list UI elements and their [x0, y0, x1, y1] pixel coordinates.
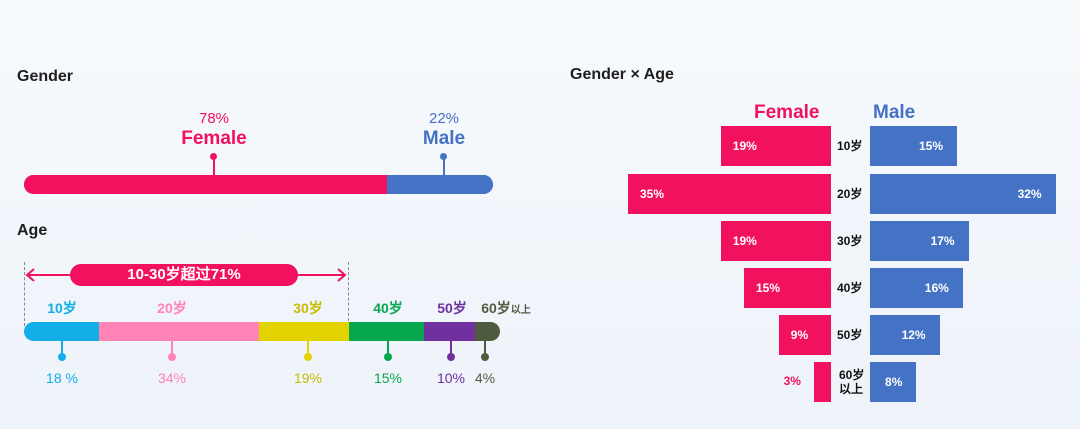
gender-male-label: Male [422, 128, 466, 149]
gender-male-pct: 22% [428, 110, 460, 127]
age-label-50: 50岁 [437, 300, 467, 316]
female-bar-4: 9% [778, 315, 831, 355]
chart-legend-male: Male [873, 102, 916, 123]
category-label-5: 60岁 以上 [839, 368, 865, 396]
category-label-1: 20岁 [837, 187, 863, 201]
age-title: Age [17, 222, 48, 239]
female-value-label-2: 19% [732, 234, 757, 248]
male-bar-2: 17% [870, 221, 969, 261]
age-pin-10 [61, 340, 63, 356]
age-bar-30 [259, 322, 349, 341]
gender-bar-female [24, 175, 387, 194]
chart-title: Gender × Age [570, 66, 674, 83]
category-label-4: 50岁 [837, 328, 863, 342]
age-dot-40 [384, 353, 392, 361]
age-pin-20 [171, 340, 173, 356]
female-bar-5 [813, 362, 831, 402]
age-pin-60 [484, 340, 486, 356]
female-bar-1: 35% [628, 174, 831, 214]
age-pct-60: 4% [474, 370, 496, 386]
category-label-0: 10岁 [837, 139, 863, 153]
female-value-label-1: 35% [640, 187, 665, 201]
female-bar-2: 19% [720, 221, 831, 261]
gender-male-callout: 22% Male [408, 110, 480, 150]
gender-male-pin [440, 153, 447, 160]
male-bar-5: 8% [870, 362, 917, 402]
male-value-label-1: 32% [1017, 187, 1042, 201]
age-segment-labels: 10岁 20岁 30岁 40岁 50岁 60岁以上 [0, 298, 560, 318]
age-pct-30: 19% [293, 370, 323, 386]
category-label-2: 30岁 [837, 234, 863, 248]
age-label-10: 10岁 [47, 300, 77, 316]
category-label-3: 40岁 [837, 281, 863, 295]
gender-female-label: Female [181, 128, 247, 149]
female-value-label-4: 9% [790, 328, 809, 342]
male-bar-4: 12% [870, 315, 940, 355]
male-value-label-4: 12% [901, 328, 926, 342]
gender-bar [24, 175, 493, 194]
age-label-60: 60岁以上 [476, 298, 536, 318]
gender-title: Gender [17, 68, 74, 85]
age-bar-10 [24, 322, 99, 341]
age-label-40: 40岁 [373, 300, 403, 316]
age-pin-50 [450, 340, 452, 356]
range-left-dash [24, 262, 25, 326]
female-bar-0: 19% [720, 126, 831, 166]
gender-female-pct: 78% [198, 110, 230, 127]
male-value-label-3: 16% [924, 281, 949, 295]
age-pin-40 [387, 340, 389, 356]
pyramid-chart: 19% 15% 10岁 35% 32% 20岁 19% 17% 30岁 15% 16% 40岁 9% 12… [600, 120, 1070, 410]
age-pct-50: 10% [436, 370, 466, 386]
age-bar-60 [475, 322, 500, 341]
male-bar-3: 16% [870, 268, 963, 308]
female-value-label-0: 19% [732, 139, 757, 153]
age-pct-20: 34% [157, 370, 187, 386]
age-bar [24, 322, 500, 341]
age-pin-30 [307, 340, 309, 356]
age-dot-10 [58, 353, 66, 361]
gender-female-callout: 78% Female [170, 110, 258, 150]
male-bar-0: 15% [870, 126, 957, 166]
age-dot-60 [481, 353, 489, 361]
female-bar-3: 15% [744, 268, 831, 308]
male-value-label-2: 17% [930, 234, 955, 248]
age-pcts: 18 % 34% 19% 15% 10% 4% [0, 370, 560, 390]
gender-male-stem [442, 158, 445, 176]
gender-bar-male [387, 175, 493, 194]
chart-legend-female: Female [754, 102, 820, 123]
range-right-dash [348, 262, 349, 326]
age-range-banner: 10-30岁超过71% [70, 264, 298, 286]
age-pins [0, 340, 560, 364]
age-dot-30 [304, 353, 312, 361]
age-dot-50 [447, 353, 455, 361]
male-bar-1: 32% [870, 174, 1056, 214]
male-value-label-0: 15% [918, 139, 943, 153]
age-bar-50 [424, 322, 475, 341]
male-value-label-5: 8% [885, 375, 903, 389]
age-pct-40: 15% [373, 370, 403, 386]
gender-female-stem [212, 158, 215, 176]
age-label-60-main: 60岁 [481, 300, 511, 316]
age-pct-10: 18 % [46, 370, 78, 386]
gender-female-pin [210, 153, 217, 160]
female-value-label-3: 15% [756, 281, 781, 295]
age-label-60-suffix: 以上 [510, 305, 531, 316]
age-label-30: 30岁 [293, 300, 323, 316]
age-bar-40 [349, 322, 424, 341]
age-bar-20 [99, 322, 259, 341]
female-value-label-5: 3% [783, 374, 801, 388]
age-dot-20 [168, 353, 176, 361]
age-label-20: 20岁 [157, 300, 187, 316]
